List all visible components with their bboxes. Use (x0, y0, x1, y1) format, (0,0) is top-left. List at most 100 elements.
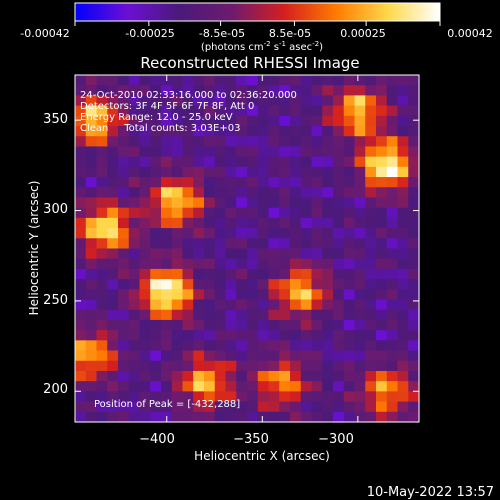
heatmap-cell (386, 177, 399, 188)
heatmap-cell (214, 319, 227, 331)
heatmap-cell (300, 360, 313, 372)
heatmap-cell (343, 330, 356, 341)
heatmap-cell (214, 370, 227, 382)
x-tick-label: −400 (139, 432, 175, 447)
y-tick-label: 350 (43, 112, 68, 127)
heatmap-cell (225, 238, 237, 250)
heatmap-cell (343, 319, 356, 331)
heatmap-cell (279, 136, 291, 148)
heatmap-cell (247, 228, 259, 239)
heatmap-cell (96, 95, 108, 107)
heatmap-cell (290, 350, 302, 362)
heatmap-cell (85, 360, 98, 372)
heatmap-cell (386, 319, 399, 331)
heatmap-cell (204, 279, 216, 290)
heatmap-cell (279, 299, 291, 311)
heatmap-cell (247, 268, 259, 280)
heatmap-cell (236, 309, 248, 321)
heatmap-cell (247, 187, 259, 199)
heatmap-cell (354, 197, 366, 209)
heatmap-cell (85, 187, 98, 199)
heatmap-cell (139, 258, 151, 270)
heatmap-cell (354, 85, 366, 97)
heatmap-cell (171, 105, 184, 117)
heatmap-cell (376, 401, 388, 413)
heatmap-cell (343, 115, 356, 127)
heatmap-cell (247, 177, 259, 188)
heatmap-cell (214, 330, 227, 341)
heatmap-cell (204, 350, 216, 362)
heatmap-cell (343, 279, 356, 290)
heatmap-cell (322, 177, 334, 188)
heatmap-cell (408, 299, 420, 311)
heatmap-cell (150, 391, 162, 403)
heatmap-cell (397, 360, 409, 372)
heatmap-cell (365, 228, 377, 239)
heatmap-cell (322, 187, 334, 199)
heatmap-cell (236, 370, 248, 382)
heatmap-cell (236, 279, 248, 290)
heatmap-cell (279, 187, 291, 199)
heatmap-cell (268, 85, 280, 97)
heatmap-cell (204, 187, 216, 199)
heatmap-cell (204, 401, 216, 413)
heatmap-cell (139, 411, 151, 423)
heatmap-cell (279, 126, 291, 137)
heatmap-cell (365, 217, 377, 229)
heatmap-cell (311, 391, 323, 403)
heatmap-cell (118, 391, 130, 403)
heatmap-cell (85, 299, 98, 311)
heatmap-cell (333, 258, 345, 270)
heatmap-cell (386, 258, 399, 270)
heatmap-cell (247, 105, 259, 117)
heatmap-cell (182, 350, 194, 362)
heatmap-cell (204, 238, 216, 250)
heatmap-cell (354, 279, 366, 290)
heatmap-cell (107, 207, 119, 219)
heatmap-cell (161, 136, 173, 148)
heatmap-cell (75, 197, 87, 209)
heatmap-cell (85, 238, 98, 250)
heatmap-cell (225, 126, 237, 137)
heatmap-cell (193, 177, 205, 188)
heatmap-cell (107, 85, 119, 97)
heatmap-cell (118, 238, 130, 250)
heatmap-cell (128, 248, 141, 260)
heatmap-cell (85, 177, 98, 188)
heatmap-cell (96, 381, 108, 392)
heatmap-cell (408, 238, 420, 250)
heatmap-cell (322, 340, 334, 352)
heatmap-cell (408, 258, 420, 270)
y-tick-label: 300 (43, 202, 68, 217)
colorbar-tick-label: -0.00042 (20, 27, 69, 40)
heatmap-cell (182, 95, 194, 107)
heatmap-cell (128, 258, 141, 270)
heatmap-cell (257, 105, 270, 117)
heatmap-cell (311, 187, 323, 199)
heatmap-cell (118, 75, 130, 86)
heatmap-cell (204, 319, 216, 331)
heatmap-cell (139, 187, 151, 199)
heatmap-cell (96, 299, 108, 311)
heatmap-cell (300, 350, 313, 362)
heatmap-cell (408, 197, 420, 209)
heatmap-cell (96, 228, 108, 239)
heatmap-cell (290, 126, 302, 137)
heatmap-cell (171, 95, 184, 107)
heatmap-cell (182, 340, 194, 352)
heatmap-cell (333, 350, 345, 362)
heatmap-cell (397, 340, 409, 352)
heatmap-cell (85, 279, 98, 290)
heatmap-cell (333, 381, 345, 392)
heatmap-cell (96, 75, 108, 86)
heatmap-cell (290, 146, 302, 158)
heatmap-cell (343, 350, 356, 362)
heatmap-cell (376, 166, 388, 178)
heatmap-cell (204, 248, 216, 260)
heatmap-cell (397, 217, 409, 229)
heatmap-cell (386, 187, 399, 199)
colorbar-tick-label: 8.5e-05 (269, 27, 311, 40)
heatmap-cell (247, 350, 259, 362)
heatmap-cell (247, 360, 259, 372)
heatmap-cell (225, 299, 237, 311)
